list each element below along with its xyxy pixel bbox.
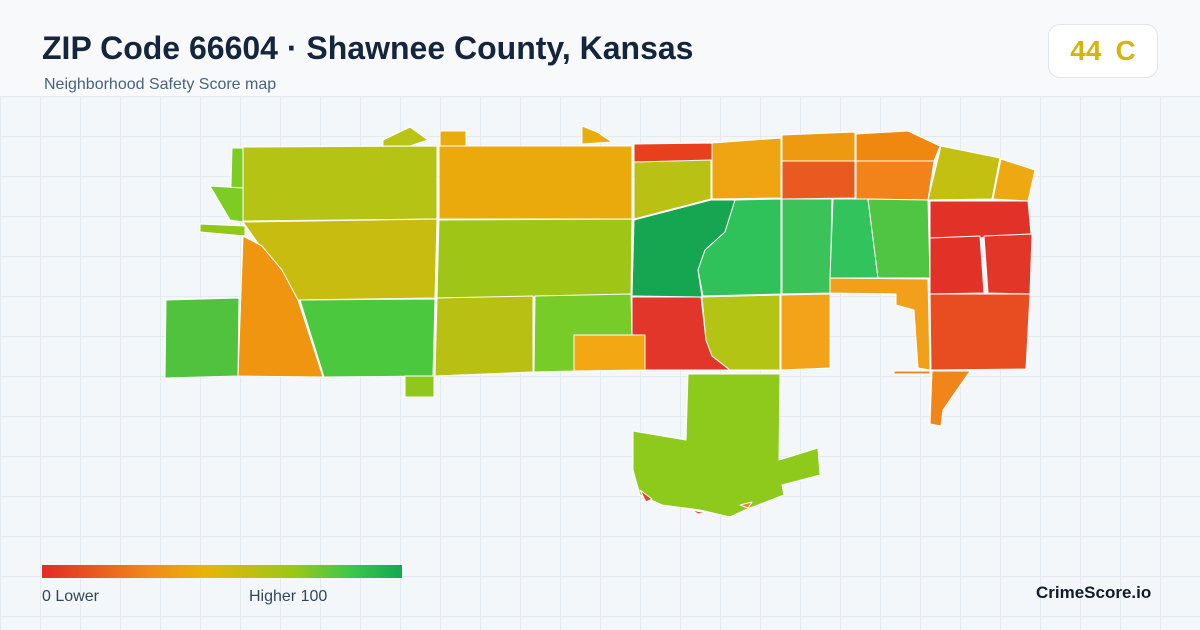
map-region[interactable] <box>829 277 931 371</box>
map-region[interactable] <box>633 142 713 163</box>
map-region[interactable] <box>639 489 653 503</box>
map-region[interactable] <box>581 125 613 145</box>
map-region[interactable] <box>867 198 931 279</box>
map-region[interactable] <box>855 160 935 201</box>
map-region[interactable] <box>299 298 436 378</box>
map-region[interactable] <box>632 373 821 518</box>
map-region[interactable] <box>439 130 467 147</box>
page-title: ZIP Code 66604 · Shawnee County, Kansas <box>42 30 694 66</box>
score-badge: 44 C <box>1048 24 1158 78</box>
map-region[interactable] <box>893 370 931 375</box>
map-region[interactable] <box>992 158 1036 202</box>
map-region[interactable] <box>573 334 646 372</box>
map-region[interactable] <box>434 295 534 377</box>
score-grade: C <box>1115 35 1136 66</box>
header <box>0 0 1200 96</box>
map-region[interactable] <box>929 293 1031 371</box>
map-region[interactable] <box>404 375 435 398</box>
map-region[interactable] <box>855 130 941 162</box>
legend-max-label: Higher 100 <box>249 588 328 605</box>
map-region[interactable] <box>438 145 633 220</box>
map-region[interactable] <box>780 293 831 371</box>
map-region[interactable] <box>711 137 782 200</box>
map-region[interactable] <box>929 370 971 427</box>
legend-min-label: 0 Lower <box>42 588 99 605</box>
map-region[interactable] <box>691 509 707 515</box>
map-region[interactable] <box>164 297 240 379</box>
map-region[interactable] <box>781 131 856 162</box>
score-value: 44 <box>1070 35 1102 66</box>
map-region[interactable] <box>739 501 753 509</box>
page-subtitle: Neighborhood Safety Score map <box>44 76 277 93</box>
map-region[interactable] <box>633 159 712 220</box>
map-region[interactable] <box>983 233 1033 295</box>
map-region[interactable] <box>781 160 856 200</box>
brand-logo-text[interactable]: CrimeScore.io <box>1036 583 1152 602</box>
map-region[interactable] <box>382 126 429 147</box>
map-region[interactable] <box>781 198 833 295</box>
map-region[interactable] <box>209 185 244 223</box>
map-region[interactable] <box>927 145 1001 201</box>
map-region[interactable] <box>929 235 985 295</box>
map-region[interactable] <box>199 223 246 237</box>
map-region[interactable] <box>929 200 1032 239</box>
legend-color-scale <box>42 565 402 578</box>
map-region[interactable] <box>697 198 782 297</box>
map-region[interactable] <box>701 294 781 371</box>
map-region[interactable] <box>242 145 438 222</box>
map-region[interactable] <box>436 218 633 299</box>
